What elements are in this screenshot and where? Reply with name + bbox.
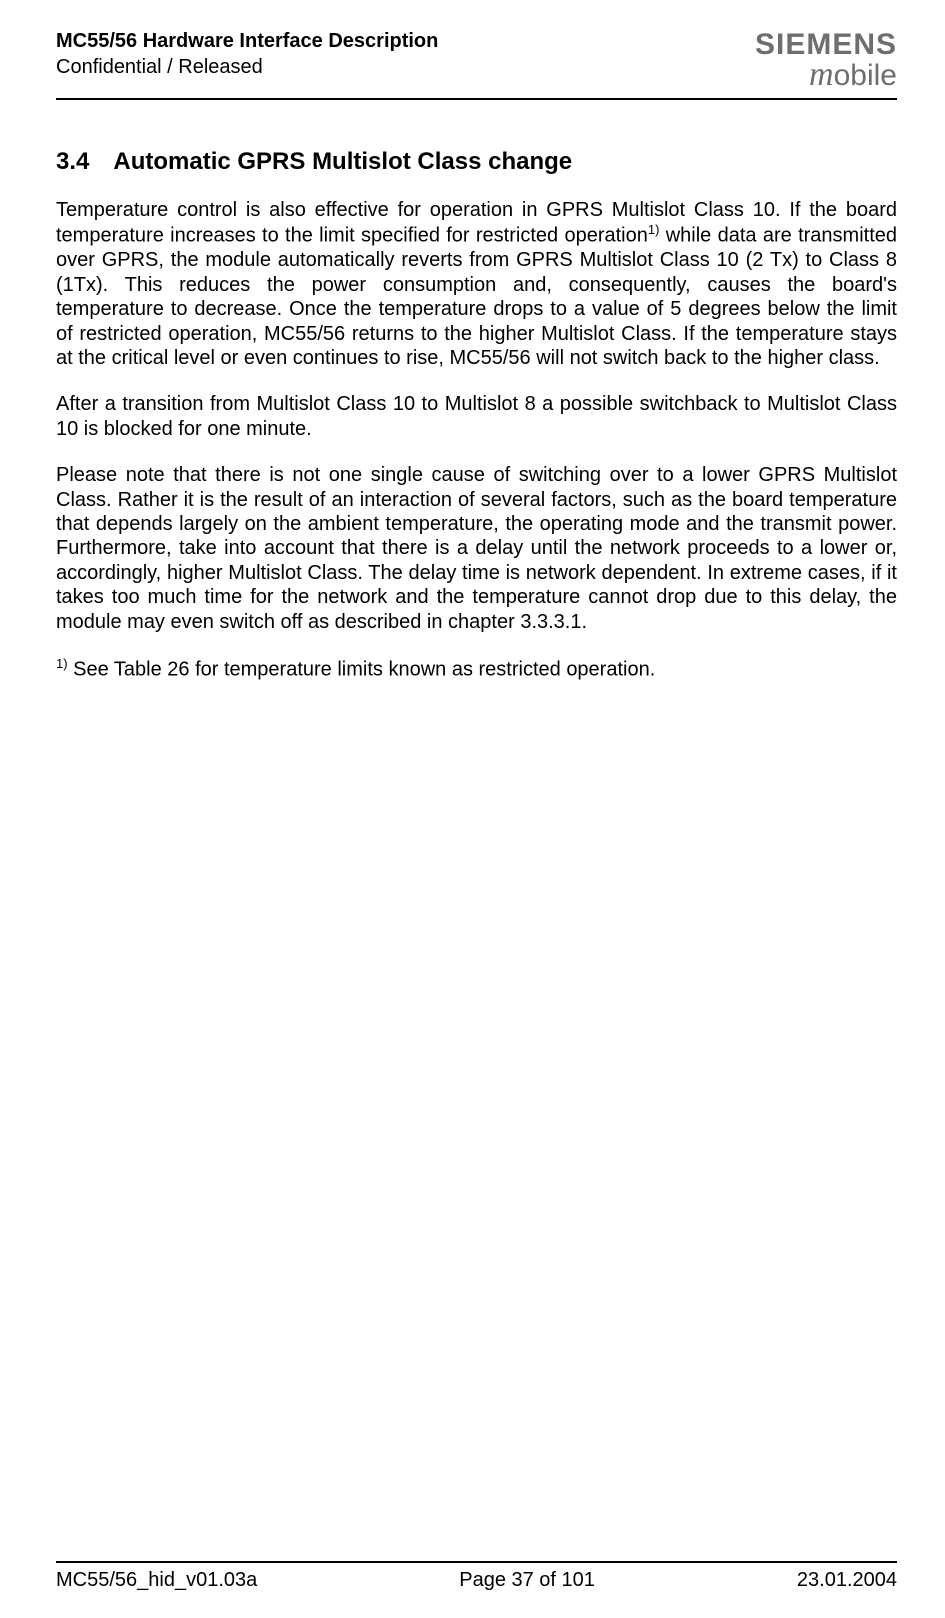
mobile-rest: obile [834, 59, 897, 92]
footnote-ref-1: 1) [648, 222, 660, 237]
mobile-m: m [809, 56, 834, 93]
page-footer: MC55/56_hid_v01.03a Page 37 of 101 23.01… [56, 1561, 897, 1592]
brand-logo: SIEMENS mobile [755, 28, 897, 92]
footer-date: 23.01.2004 [797, 1569, 897, 1592]
footnote-1: 1) See Table 26 for temperature limits k… [56, 656, 897, 682]
mobile-wordmark: mobile [755, 58, 897, 92]
section-title: Automatic GPRS Multislot Class change [113, 148, 572, 175]
paragraph-1: Temperature control is also effective fo… [56, 198, 897, 370]
page-header: MC55/56 Hardware Interface Description C… [56, 28, 897, 100]
document-status: Confidential / Released [56, 54, 438, 80]
document-title: MC55/56 Hardware Interface Description [56, 28, 438, 54]
header-left: MC55/56 Hardware Interface Description C… [56, 28, 438, 80]
footnote-marker: 1) [56, 656, 68, 671]
footer-page-number: Page 37 of 101 [459, 1569, 595, 1592]
paragraph-2: After a transition from Multislot Class … [56, 392, 897, 441]
section-number: 3.4 [56, 148, 89, 175]
footnote-text: See Table 26 for temperature limits know… [68, 659, 656, 681]
section-heading: 3.4 Automatic GPRS Multislot Class change [56, 148, 897, 176]
footer-doc-id: MC55/56_hid_v01.03a [56, 1569, 257, 1592]
paragraph-3: Please note that there is not one single… [56, 463, 897, 634]
